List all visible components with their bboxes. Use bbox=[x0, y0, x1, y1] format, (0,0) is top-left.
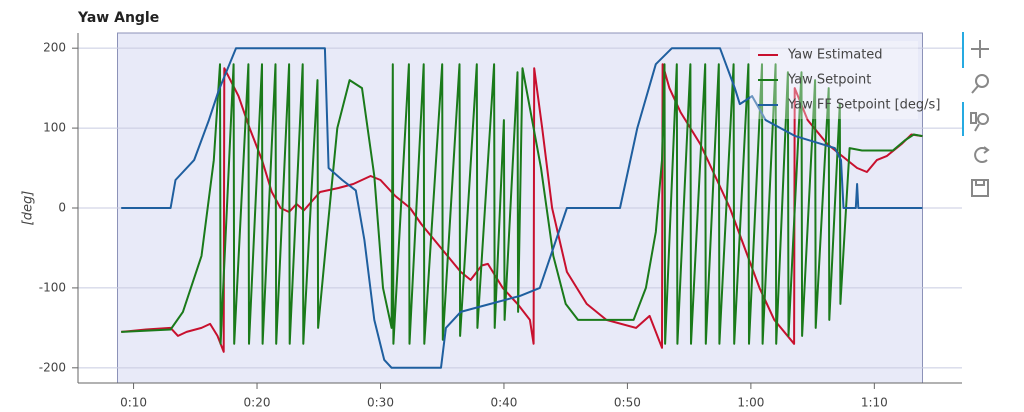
x-tick-label: 0:50 bbox=[614, 396, 641, 410]
pan-tool[interactable] bbox=[971, 40, 989, 58]
y-tick-label: 100 bbox=[43, 121, 66, 135]
y-axis-label: [deg] bbox=[21, 191, 36, 226]
box-zoom-tool[interactable] bbox=[971, 74, 989, 94]
save-tool[interactable] bbox=[971, 179, 989, 197]
wheel-zoom-tool[interactable] bbox=[970, 112, 989, 132]
series-line bbox=[121, 47, 923, 369]
x-tick-label: 1:10 bbox=[861, 396, 888, 410]
x-tick-label: 1:00 bbox=[737, 396, 764, 410]
y-tick-label: -100 bbox=[39, 280, 66, 294]
x-tick-label: 0:20 bbox=[244, 396, 271, 410]
plot-area bbox=[78, 32, 962, 384]
reset-tool[interactable] bbox=[974, 146, 990, 163]
y-tick-label: 0 bbox=[58, 201, 66, 215]
series-line bbox=[121, 63, 923, 345]
x-tick-label: 0:40 bbox=[490, 396, 517, 410]
x-tick-label: 0:30 bbox=[367, 396, 394, 410]
x-tick-label: 0:10 bbox=[120, 396, 147, 410]
y-tick-label: 200 bbox=[43, 41, 66, 55]
toolbar[interactable] bbox=[962, 32, 990, 197]
chart-title: Yaw Angle bbox=[77, 10, 159, 26]
tool-active bbox=[962, 32, 964, 68]
legend-label: Yaw FF Setpoint [deg/s] bbox=[787, 98, 940, 113]
y-tick-label: -200 bbox=[39, 360, 66, 374]
legend-label: Yaw Estimated bbox=[787, 48, 883, 63]
tool-active bbox=[962, 102, 964, 136]
legend-label: Yaw Setpoint bbox=[787, 73, 871, 88]
